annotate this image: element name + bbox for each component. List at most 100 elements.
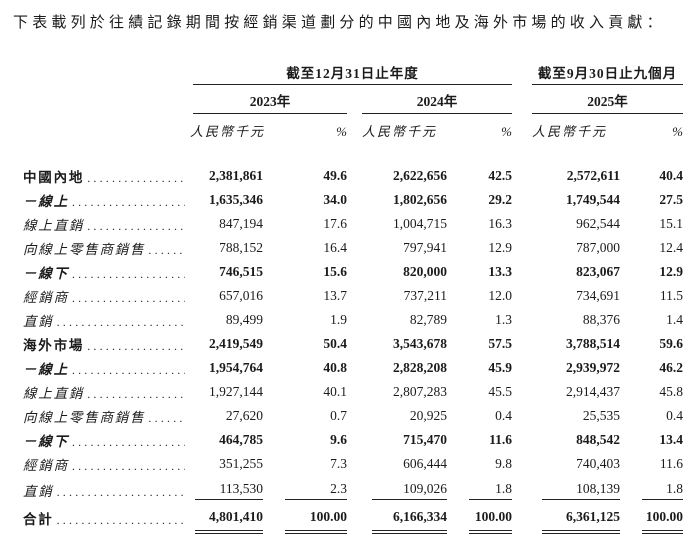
percent-cell: 29.2 — [488, 192, 512, 207]
dot-leader: ........................................ — [71, 363, 185, 377]
row-label: 向線上零售商銷售 — [23, 410, 146, 425]
percent-cell: 42.5 — [488, 168, 512, 183]
percent-cell: 1.4 — [666, 312, 683, 327]
value-cell: 2,939,972 — [566, 360, 620, 375]
table-row: 向線上零售商銷售 ...............................… — [15, 236, 691, 260]
percent-cell: 57.5 — [488, 336, 512, 351]
percent-cell: 11.6 — [489, 432, 512, 447]
percent-cell: 1.8 — [469, 481, 512, 500]
value-cell: 89,499 — [225, 312, 263, 327]
value-cell: 2,381,861 — [209, 168, 263, 183]
row-label: －線下 — [23, 266, 69, 281]
dot-leader: ........................................ — [148, 411, 185, 425]
table-row: 向線上零售商銷售 ...............................… — [15, 404, 691, 428]
value-cell: 788,152 — [219, 240, 263, 255]
unit-header: 人民幣千元 — [532, 124, 608, 139]
percent-cell: 12.4 — [659, 240, 683, 255]
value-cell: 4,801,410 — [195, 503, 263, 534]
percent-cell: 34.0 — [323, 192, 347, 207]
row-label: 向線上零售商銷售 — [23, 242, 146, 257]
percent-header: % — [336, 124, 347, 139]
value-cell: 27,620 — [225, 408, 263, 423]
table-row: 直銷 .....................................… — [15, 308, 691, 332]
table-row: 中國內地 ...................................… — [15, 164, 691, 188]
row-label: －線下 — [23, 434, 69, 449]
year-header: 2023年 — [193, 90, 347, 114]
percent-cell: 13.4 — [659, 432, 683, 447]
value-cell: 737,211 — [403, 288, 447, 303]
table-body: 中國內地 ...................................… — [15, 164, 691, 500]
value-cell: 1,802,656 — [393, 192, 447, 207]
percent-cell: 12.9 — [659, 264, 683, 279]
table-row: 直銷 .....................................… — [15, 476, 691, 500]
value-cell: 820,000 — [403, 264, 447, 279]
table-row: －線上 ....................................… — [15, 188, 691, 212]
dot-leader: ........................................ — [56, 315, 185, 329]
value-cell: 1,954,764 — [209, 360, 263, 375]
percent-cell: 0.7 — [330, 408, 347, 423]
value-cell: 746,515 — [219, 264, 263, 279]
value-cell: 1,004,715 — [393, 216, 447, 231]
percent-cell: 100.00 — [469, 503, 512, 534]
value-cell: 797,941 — [403, 240, 447, 255]
percent-header: % — [501, 124, 512, 139]
header-period-groups: 截至12月31日止年度 截至9月30日止九個月 — [15, 62, 691, 85]
header-body-gap — [15, 143, 691, 164]
value-cell: 2,419,549 — [209, 336, 263, 351]
value-cell: 88,376 — [582, 312, 620, 327]
table-row: －線下 ....................................… — [15, 428, 691, 452]
dot-leader: ........................................ — [71, 459, 185, 473]
percent-cell: 40.8 — [323, 360, 347, 375]
percent-cell: 13.7 — [323, 288, 347, 303]
percent-cell: 1.8 — [642, 481, 683, 500]
dot-leader: ........................................ — [56, 513, 185, 527]
row-label: －線上 — [23, 194, 69, 209]
period-group-header: 截至9月30日止九個月 — [532, 62, 683, 85]
value-cell: 6,361,125 — [542, 503, 620, 534]
percent-cell: 27.5 — [659, 192, 683, 207]
row-label: 經銷商 — [23, 458, 69, 473]
value-cell: 734,691 — [576, 288, 620, 303]
percent-cell: 2.3 — [285, 481, 347, 500]
percent-cell: 40.4 — [659, 168, 683, 183]
year-header: 2025年 — [532, 90, 683, 114]
percent-cell: 45.5 — [488, 384, 512, 399]
percent-cell: 45.8 — [659, 384, 683, 399]
value-cell: 715,470 — [403, 432, 447, 447]
percent-cell: 11.6 — [659, 456, 683, 471]
percent-cell: 49.6 — [323, 168, 347, 183]
value-cell: 108,139 — [542, 481, 620, 500]
value-cell: 3,543,678 — [393, 336, 447, 351]
table-row: －線上 ....................................… — [15, 356, 691, 380]
value-cell: 787,000 — [576, 240, 620, 255]
value-cell: 2,828,208 — [393, 360, 447, 375]
value-cell: 1,927,144 — [209, 384, 263, 399]
value-cell: 740,403 — [576, 456, 620, 471]
value-cell: 962,544 — [576, 216, 620, 231]
dot-leader: ........................................ — [87, 171, 185, 185]
dot-leader: ........................................ — [71, 435, 185, 449]
percent-cell: 15.1 — [659, 216, 683, 231]
value-cell: 351,255 — [219, 456, 263, 471]
row-label: 線上直銷 — [23, 218, 85, 233]
row-label: 直銷 — [23, 314, 54, 329]
percent-cell: 13.3 — [488, 264, 512, 279]
dot-leader: ........................................ — [87, 387, 185, 401]
table-row: －線下 ....................................… — [15, 260, 691, 284]
table-row: 線上直銷 ...................................… — [15, 380, 691, 404]
percent-cell: 50.4 — [323, 336, 347, 351]
percent-cell: 40.1 — [323, 384, 347, 399]
value-cell: 2,622,656 — [393, 168, 447, 183]
percent-cell: 16.4 — [323, 240, 347, 255]
table-row: 海外市場 ...................................… — [15, 332, 691, 356]
row-label: 經銷商 — [23, 290, 69, 305]
percent-cell: 59.6 — [659, 336, 683, 351]
percent-cell: 16.3 — [488, 216, 512, 231]
value-cell: 1,635,346 — [209, 192, 263, 207]
dot-leader: ........................................ — [71, 291, 185, 305]
value-cell: 2,572,611 — [566, 168, 620, 183]
row-label: 直銷 — [23, 484, 54, 499]
unit-header: 人民幣千元 — [190, 124, 266, 139]
value-cell: 109,026 — [372, 481, 447, 500]
value-cell: 3,788,514 — [566, 336, 620, 351]
